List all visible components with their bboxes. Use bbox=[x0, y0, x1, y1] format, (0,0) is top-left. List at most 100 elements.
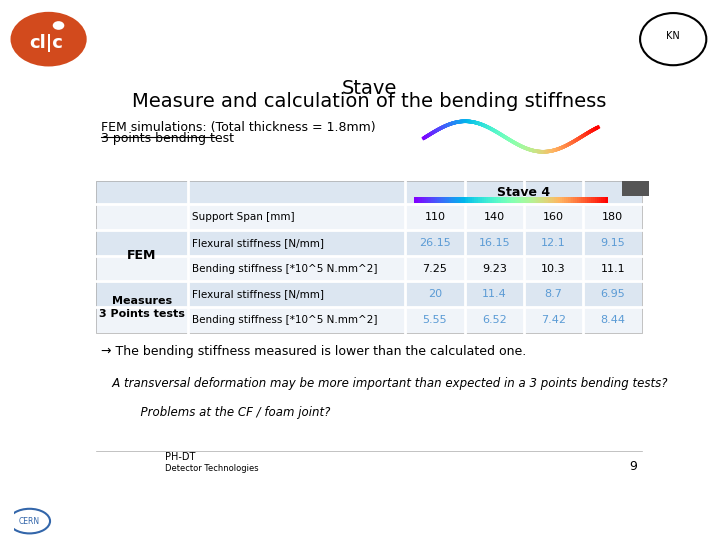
FancyBboxPatch shape bbox=[96, 307, 642, 333]
Bar bbox=[476, 197, 478, 208]
Text: Flexural stiffness [N/mm]: Flexural stiffness [N/mm] bbox=[192, 289, 324, 299]
Bar bbox=[447, 197, 449, 208]
Text: 7.42: 7.42 bbox=[541, 315, 566, 325]
Bar bbox=[591, 197, 593, 208]
Bar bbox=[572, 197, 573, 208]
Text: 9.15: 9.15 bbox=[600, 238, 625, 248]
Bar bbox=[464, 197, 467, 208]
Bar bbox=[509, 197, 511, 208]
Bar bbox=[488, 197, 490, 208]
Text: KN: KN bbox=[666, 31, 680, 42]
Bar bbox=[436, 197, 437, 208]
Bar bbox=[461, 197, 462, 208]
Bar bbox=[556, 197, 558, 208]
Bar bbox=[467, 197, 469, 208]
Text: 5.55: 5.55 bbox=[423, 315, 447, 325]
Text: Stave 4: Stave 4 bbox=[498, 186, 550, 199]
Bar bbox=[527, 197, 528, 208]
Text: 7.25: 7.25 bbox=[423, 264, 447, 274]
Bar bbox=[550, 197, 552, 208]
Bar bbox=[523, 197, 525, 208]
Bar bbox=[508, 197, 509, 208]
Text: 6.52: 6.52 bbox=[482, 315, 507, 325]
Bar bbox=[431, 197, 433, 208]
Text: Bending stiffness [*10^5 N.mm^2]: Bending stiffness [*10^5 N.mm^2] bbox=[192, 264, 377, 274]
Text: Flexural stiffness [N/mm]: Flexural stiffness [N/mm] bbox=[192, 238, 324, 248]
Bar bbox=[495, 197, 498, 208]
Bar bbox=[513, 197, 515, 208]
Bar bbox=[492, 197, 494, 208]
Bar bbox=[548, 197, 550, 208]
Bar bbox=[470, 197, 472, 208]
Text: Problems at the CF / foam joint?: Problems at the CF / foam joint? bbox=[118, 406, 330, 419]
Bar bbox=[566, 197, 567, 208]
Bar bbox=[562, 197, 564, 208]
Text: Measures
3 Points tests: Measures 3 Points tests bbox=[99, 295, 184, 319]
Bar bbox=[577, 197, 579, 208]
FancyBboxPatch shape bbox=[96, 204, 642, 230]
Text: 110: 110 bbox=[424, 212, 446, 222]
Bar bbox=[567, 197, 570, 208]
Bar bbox=[456, 197, 459, 208]
Ellipse shape bbox=[11, 12, 86, 66]
Text: Bending stiffness [*10^5 N.mm^2]: Bending stiffness [*10^5 N.mm^2] bbox=[192, 315, 377, 325]
Text: 140: 140 bbox=[484, 212, 505, 222]
Bar bbox=[519, 197, 521, 208]
Text: 26.15: 26.15 bbox=[419, 238, 451, 248]
Bar bbox=[521, 197, 523, 208]
Bar bbox=[416, 197, 418, 208]
Text: 160: 160 bbox=[543, 212, 564, 222]
Bar bbox=[525, 197, 527, 208]
Text: 180: 180 bbox=[602, 212, 624, 222]
Bar bbox=[428, 197, 430, 208]
Bar bbox=[437, 197, 439, 208]
Bar bbox=[439, 197, 441, 208]
Text: CERN: CERN bbox=[19, 517, 40, 525]
Bar bbox=[482, 197, 484, 208]
Bar bbox=[474, 197, 476, 208]
Bar bbox=[423, 197, 426, 208]
FancyBboxPatch shape bbox=[621, 181, 649, 196]
Bar bbox=[449, 197, 451, 208]
Bar bbox=[533, 197, 534, 208]
Bar bbox=[534, 197, 536, 208]
Bar bbox=[600, 197, 603, 208]
Bar bbox=[501, 197, 503, 208]
Bar bbox=[472, 197, 474, 208]
Bar bbox=[515, 197, 517, 208]
FancyBboxPatch shape bbox=[96, 255, 642, 281]
FancyBboxPatch shape bbox=[96, 181, 642, 204]
Text: PH-DT: PH-DT bbox=[166, 452, 196, 462]
Bar bbox=[490, 197, 492, 208]
Bar bbox=[418, 197, 420, 208]
Bar bbox=[420, 197, 422, 208]
Bar bbox=[558, 197, 560, 208]
Bar bbox=[593, 197, 595, 208]
Bar bbox=[583, 197, 585, 208]
Bar bbox=[505, 197, 508, 208]
Bar bbox=[528, 197, 531, 208]
Text: 11.1: 11.1 bbox=[600, 264, 625, 274]
Bar bbox=[478, 197, 480, 208]
Bar bbox=[459, 197, 461, 208]
Bar bbox=[587, 197, 589, 208]
FancyBboxPatch shape bbox=[96, 230, 642, 255]
Bar bbox=[539, 197, 540, 208]
Bar bbox=[552, 197, 554, 208]
Text: 12.1: 12.1 bbox=[541, 238, 566, 248]
Bar bbox=[443, 197, 445, 208]
Text: FEM simulations: (Total thickness = 1.8mm): FEM simulations: (Total thickness = 1.8m… bbox=[101, 121, 376, 134]
Bar bbox=[589, 197, 591, 208]
FancyBboxPatch shape bbox=[96, 281, 642, 307]
Bar bbox=[455, 197, 456, 208]
Bar bbox=[575, 197, 577, 208]
Bar bbox=[445, 197, 447, 208]
Bar bbox=[503, 197, 505, 208]
Bar bbox=[426, 197, 428, 208]
Bar bbox=[606, 197, 608, 208]
Bar bbox=[570, 197, 572, 208]
Bar bbox=[480, 197, 482, 208]
Bar bbox=[451, 197, 453, 208]
Bar bbox=[595, 197, 597, 208]
Bar bbox=[540, 197, 542, 208]
